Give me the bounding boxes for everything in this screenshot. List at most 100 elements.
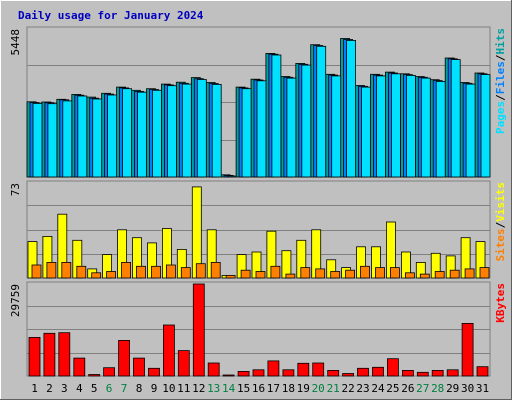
bar-pages-day-22 bbox=[346, 40, 357, 178]
day-label: 28 bbox=[431, 382, 444, 395]
day-label: 16 bbox=[252, 382, 265, 395]
bar-sites-day-4 bbox=[76, 265, 87, 279]
bar-pages-day-5 bbox=[92, 98, 103, 178]
bar-sites-day-25 bbox=[389, 267, 400, 279]
bar-pages-day-2 bbox=[47, 103, 58, 178]
bar-pages-day-10 bbox=[166, 85, 177, 178]
bar-pages-day-7 bbox=[122, 88, 132, 178]
bar-pages-day-8 bbox=[137, 91, 147, 178]
day-label: 30 bbox=[461, 382, 474, 395]
day-label: 18 bbox=[282, 382, 295, 395]
day-label: 4 bbox=[76, 382, 83, 395]
bar-kbytes-day-20 bbox=[312, 362, 325, 377]
bar-kbytes-day-23 bbox=[357, 367, 369, 377]
bar-kbytes-day-6 bbox=[103, 367, 115, 377]
bar-kbytes-day-16 bbox=[252, 369, 265, 377]
bar-pages-day-30 bbox=[465, 83, 476, 178]
bar-sites-day-3 bbox=[61, 261, 72, 279]
bar-pages-day-6 bbox=[107, 94, 117, 178]
bar-kbytes-day-7 bbox=[118, 339, 130, 377]
bar-sites-day-28 bbox=[434, 271, 445, 279]
bar-kbytes-day-14 bbox=[222, 374, 235, 377]
day-label: 23 bbox=[356, 382, 369, 395]
legend-hits-files-pages: Pages/Files/Hits bbox=[494, 28, 507, 134]
day-label: 5 bbox=[91, 382, 98, 395]
bar-pages-day-26 bbox=[405, 75, 416, 178]
legend-entry-files: Files bbox=[494, 61, 507, 94]
bar-kbytes-day-29 bbox=[446, 369, 459, 377]
day-label: 3 bbox=[61, 382, 68, 395]
bar-kbytes-day-27 bbox=[416, 371, 429, 377]
bar-pages-day-29 bbox=[450, 59, 461, 178]
bar-pages-day-25 bbox=[390, 73, 401, 178]
bar-sites-day-2 bbox=[46, 261, 57, 279]
day-label: 9 bbox=[151, 382, 158, 395]
bar-sites-day-10 bbox=[165, 264, 176, 279]
series-visits bbox=[27, 186, 486, 279]
day-label: 24 bbox=[371, 382, 385, 395]
series-pages bbox=[32, 40, 491, 178]
day-label: 31 bbox=[476, 382, 489, 395]
legend-entry-hits: Hits bbox=[494, 28, 507, 55]
bar-pages-day-1 bbox=[32, 103, 43, 178]
day-label: 12 bbox=[192, 382, 205, 395]
bar-kbytes-day-26 bbox=[401, 369, 414, 377]
bar-pages-day-12 bbox=[196, 79, 207, 178]
day-label: 15 bbox=[237, 382, 250, 395]
bar-sites-day-16 bbox=[255, 271, 266, 279]
bar-kbytes-day-11 bbox=[177, 350, 190, 377]
legend-entry-pages: Pages bbox=[494, 101, 507, 134]
bar-kbytes-day-3 bbox=[58, 332, 71, 377]
bar-pages-day-21 bbox=[331, 75, 342, 178]
bar-sites-day-11 bbox=[180, 267, 191, 279]
bar-sites-day-8 bbox=[136, 265, 146, 279]
bar-sites-day-9 bbox=[151, 265, 161, 279]
bar-kbytes-day-17 bbox=[267, 360, 280, 377]
bar-pages-day-19 bbox=[301, 64, 312, 178]
bar-kbytes-day-1 bbox=[28, 336, 41, 377]
bar-kbytes-day-5 bbox=[88, 374, 101, 377]
bar-pages-day-27 bbox=[420, 77, 431, 178]
bar-kbytes-day-22 bbox=[342, 373, 355, 377]
bar-pages-day-31 bbox=[480, 74, 491, 178]
day-label: 27 bbox=[416, 382, 429, 395]
bar-sites-day-31 bbox=[479, 267, 490, 279]
day-label: 19 bbox=[297, 382, 310, 395]
series-kbytes bbox=[28, 283, 489, 377]
day-label: 7 bbox=[121, 382, 128, 395]
day-label: 6 bbox=[106, 382, 113, 395]
bar-pages-day-13 bbox=[211, 84, 222, 178]
bar-pages-day-11 bbox=[181, 83, 192, 178]
day-label: 21 bbox=[327, 382, 340, 395]
bar-sites-day-29 bbox=[449, 269, 460, 279]
chart-title: Daily usage for January 2024 bbox=[18, 9, 204, 22]
bar-sites-day-17 bbox=[270, 265, 281, 279]
bar-sites-day-14 bbox=[225, 274, 236, 279]
panel-kbytes: 29759 KBytes bbox=[9, 281, 507, 377]
legend-visits-sites: Sites/Visits bbox=[494, 182, 507, 262]
bar-sites-day-27 bbox=[419, 273, 430, 279]
y-max-label: 29759 bbox=[9, 284, 22, 317]
day-label: 25 bbox=[386, 382, 399, 395]
day-label: 26 bbox=[401, 382, 414, 395]
bar-pages-day-14 bbox=[226, 175, 237, 178]
bar-sites-day-30 bbox=[464, 268, 475, 279]
bar-sites-day-12 bbox=[195, 263, 206, 279]
bar-sites-day-7 bbox=[121, 261, 131, 279]
day-label: 8 bbox=[136, 382, 143, 395]
legend-entry-kbytes: KBytes bbox=[494, 283, 507, 323]
panel-visits-sites: 73 Sites/Visits bbox=[9, 180, 507, 279]
bar-pages-day-17 bbox=[271, 54, 282, 178]
y-max-label: 73 bbox=[9, 183, 22, 196]
day-label: 1 bbox=[31, 382, 38, 395]
bar-pages-day-15 bbox=[241, 88, 252, 178]
day-label: 13 bbox=[207, 382, 220, 395]
bar-sites-day-6 bbox=[106, 271, 116, 279]
day-label: 11 bbox=[177, 382, 190, 395]
day-labels: 1 2 3 4 5 6 7 8 9 10 11 12 13 14 15 16 17 18 19 20 21 22 23 24 2… bbox=[31, 382, 489, 395]
bar-kbytes-day-18 bbox=[282, 369, 295, 377]
bar-sites-day-26 bbox=[404, 272, 415, 279]
day-label: 17 bbox=[267, 382, 280, 395]
bar-pages-day-24 bbox=[376, 75, 386, 178]
